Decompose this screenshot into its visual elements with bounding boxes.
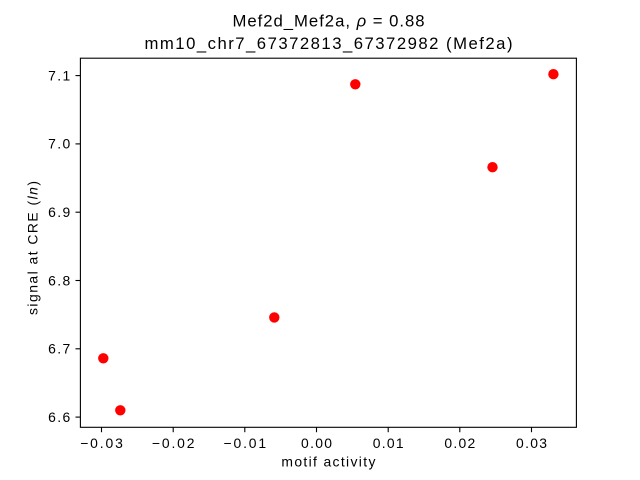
svg-text:6.7: 6.7	[48, 341, 70, 357]
svg-text:7.1: 7.1	[48, 67, 70, 83]
svg-text:motif activity: motif activity	[281, 454, 375, 470]
svg-text:0.00: 0.00	[301, 435, 332, 451]
svg-text:Mef2d_Mef2a, ρ = 0.88: Mef2d_Mef2a, ρ = 0.88	[233, 12, 425, 31]
svg-text:−0.02: −0.02	[152, 435, 195, 451]
svg-text:6.8: 6.8	[48, 272, 70, 288]
svg-text:0.01: 0.01	[373, 435, 404, 451]
svg-text:mm10_chr7_67372813_67372982 (M: mm10_chr7_67372813_67372982 (Mef2a)	[145, 34, 513, 53]
svg-text:−0.03: −0.03	[80, 435, 123, 451]
svg-text:6.9: 6.9	[48, 204, 70, 220]
svg-text:6.6: 6.6	[48, 409, 70, 425]
svg-text:−0.01: −0.01	[224, 435, 267, 451]
svg-text:0.02: 0.02	[444, 435, 475, 451]
svg-text:0.03: 0.03	[516, 435, 547, 451]
svg-text:signal at CRE (ln): signal at CRE (ln)	[25, 181, 41, 315]
svg-text:7.0: 7.0	[48, 136, 70, 152]
